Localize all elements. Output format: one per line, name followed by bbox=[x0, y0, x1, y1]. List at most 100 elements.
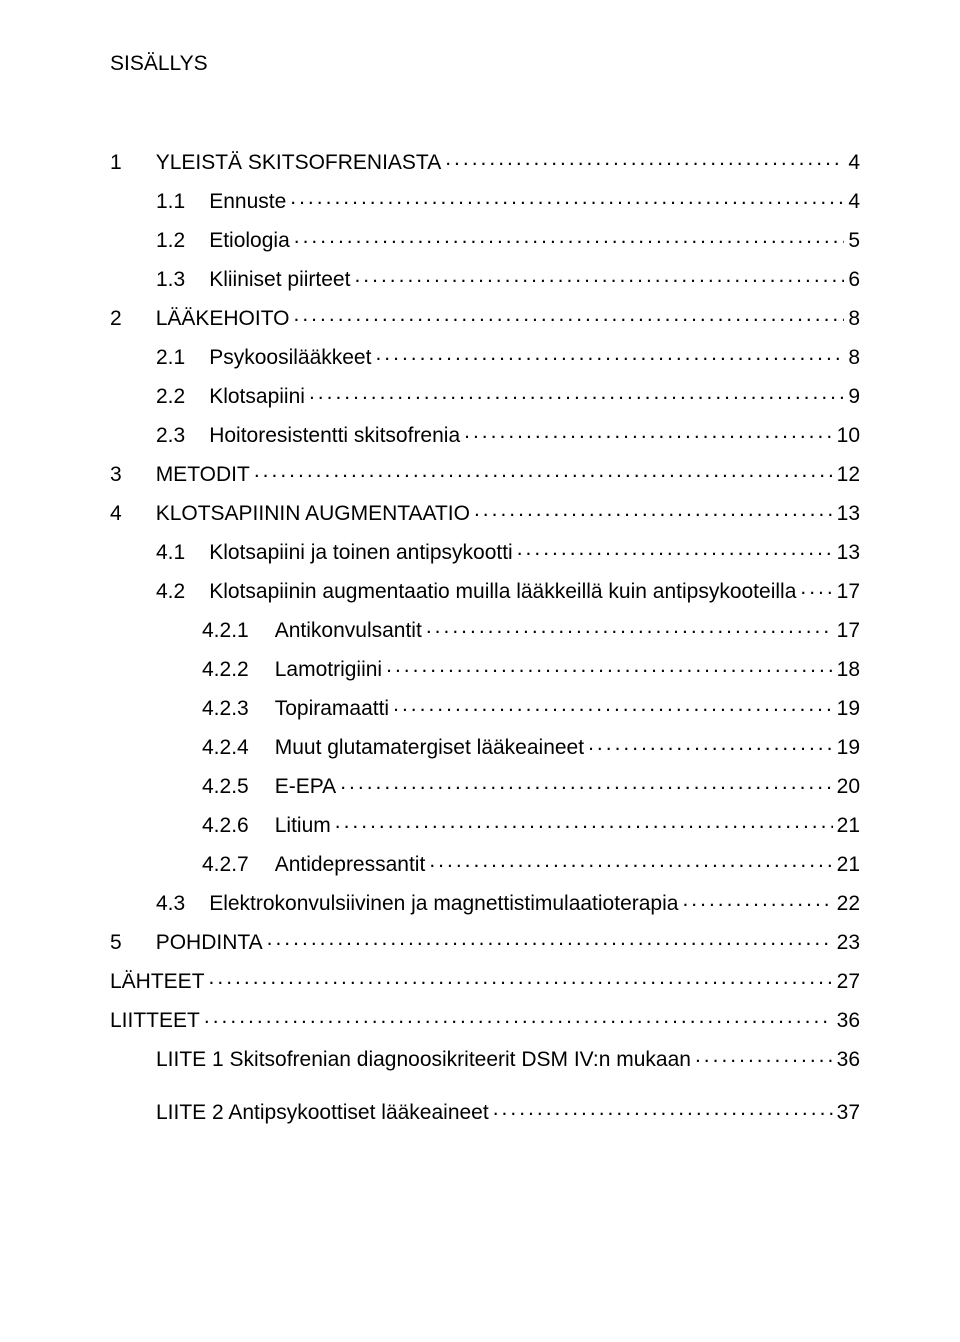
toc-dots bbox=[290, 187, 844, 208]
toc-entry: 4.2.6 Litium 21 bbox=[202, 811, 860, 836]
toc-page: 4 bbox=[848, 191, 860, 212]
toc-dots bbox=[800, 577, 832, 598]
toc-label: LIITTEET bbox=[110, 1010, 200, 1031]
toc-label: E-EPA bbox=[275, 776, 336, 797]
toc-entry: 2.3 Hoitoresistentti skitsofrenia 10 bbox=[156, 421, 860, 446]
toc-page: 13 bbox=[837, 503, 860, 524]
toc-page: 36 bbox=[837, 1049, 860, 1070]
toc-page: 19 bbox=[837, 737, 860, 758]
toc-dots bbox=[464, 421, 833, 442]
toc-dots bbox=[588, 733, 833, 754]
toc-dots bbox=[340, 772, 832, 793]
toc-dots bbox=[429, 850, 832, 871]
toc-label: Etiologia bbox=[209, 230, 290, 251]
toc-dots bbox=[309, 382, 844, 403]
toc-dots bbox=[445, 148, 844, 169]
toc-page: 10 bbox=[837, 425, 860, 446]
toc-num: 2.3 bbox=[156, 425, 185, 446]
toc-dots bbox=[493, 1098, 833, 1119]
toc-dots bbox=[375, 343, 844, 364]
table-of-contents: 1 YLEISTÄ SKITSOFRENIASTA 4 1.1 Ennuste … bbox=[110, 148, 860, 1123]
toc-page: 37 bbox=[837, 1102, 860, 1123]
toc-num: 4.2.7 bbox=[202, 854, 249, 875]
toc-label: Topiramaatti bbox=[275, 698, 389, 719]
toc-label: YLEISTÄ SKITSOFRENIASTA bbox=[156, 152, 442, 173]
toc-page: 27 bbox=[837, 971, 860, 992]
toc-label: Kliiniset piirteet bbox=[209, 269, 350, 290]
toc-dots bbox=[335, 811, 833, 832]
toc-entry: 4.1 Klotsapiini ja toinen antipsykootti … bbox=[156, 538, 860, 563]
toc-label: Klotsapiinin augmentaatio muilla lääkkei… bbox=[209, 581, 796, 602]
toc-label: LÄÄKEHOITO bbox=[156, 308, 290, 329]
toc-num: 2 bbox=[110, 308, 122, 329]
toc-entry: 2 LÄÄKEHOITO 8 bbox=[110, 304, 860, 329]
toc-num: 2.1 bbox=[156, 347, 185, 368]
toc-dots bbox=[209, 967, 833, 988]
toc-page: 23 bbox=[837, 932, 860, 953]
toc-dots bbox=[517, 538, 833, 559]
document-page: SISÄLLYS 1 YLEISTÄ SKITSOFRENIASTA 4 1.1… bbox=[0, 0, 960, 1342]
toc-label: Ennuste bbox=[209, 191, 286, 212]
toc-entry: LIITTEET 36 bbox=[110, 1006, 860, 1031]
toc-page: 22 bbox=[837, 893, 860, 914]
toc-entry: 1.3 Kliiniset piirteet 6 bbox=[156, 265, 860, 290]
toc-page: 8 bbox=[848, 347, 860, 368]
toc-label: Psykoosilääkkeet bbox=[209, 347, 371, 368]
toc-label: Litium bbox=[275, 815, 331, 836]
toc-num: 4.1 bbox=[156, 542, 185, 563]
toc-entry: LIITE 2 Antipsykoottiset lääkeaineet 37 bbox=[156, 1098, 860, 1123]
toc-page: 17 bbox=[837, 620, 860, 641]
toc-dots bbox=[695, 1045, 833, 1066]
toc-label: KLOTSAPIININ AUGMENTAATIO bbox=[156, 503, 470, 524]
toc-entry: 5 POHDINTA 23 bbox=[110, 928, 860, 953]
toc-num: 5 bbox=[110, 932, 122, 953]
toc-page: 17 bbox=[837, 581, 860, 602]
toc-num: 1.1 bbox=[156, 191, 185, 212]
toc-label: METODIT bbox=[156, 464, 250, 485]
toc-num: 2.2 bbox=[156, 386, 185, 407]
toc-page: 8 bbox=[848, 308, 860, 329]
toc-num: 4.2.1 bbox=[202, 620, 249, 641]
toc-entry: 2.2 Klotsapiini 9 bbox=[156, 382, 860, 407]
toc-entry: 4.2.4 Muut glutamatergiset lääkeaineet 1… bbox=[202, 733, 860, 758]
toc-num: 4.2 bbox=[156, 581, 185, 602]
toc-page: 20 bbox=[837, 776, 860, 797]
toc-entry: 4.2.1 Antikonvulsantit 17 bbox=[202, 616, 860, 641]
toc-page: 6 bbox=[848, 269, 860, 290]
toc-page: 4 bbox=[848, 152, 860, 173]
toc-dots bbox=[354, 265, 844, 286]
toc-num: 1.3 bbox=[156, 269, 185, 290]
toc-entry: 1.2 Etiologia 5 bbox=[156, 226, 860, 251]
toc-num: 4.2.6 bbox=[202, 815, 249, 836]
toc-num: 1.2 bbox=[156, 230, 185, 251]
toc-label: LIITE 1 Skitsofrenian diagnoosikriteerit… bbox=[156, 1049, 691, 1070]
toc-num: 4.2.3 bbox=[202, 698, 249, 719]
toc-dots bbox=[682, 889, 832, 910]
toc-entry: LÄHTEET 27 bbox=[110, 967, 860, 992]
toc-num: 4 bbox=[110, 503, 122, 524]
toc-label: LIITE 2 Antipsykoottiset lääkeaineet bbox=[156, 1102, 489, 1123]
toc-label: Lamotrigiini bbox=[275, 659, 382, 680]
toc-label: POHDINTA bbox=[156, 932, 263, 953]
toc-page: 36 bbox=[837, 1010, 860, 1031]
toc-entry: 4.2.3 Topiramaatti 19 bbox=[202, 694, 860, 719]
toc-dots bbox=[294, 226, 845, 247]
toc-entry: 4.2.2 Lamotrigiini 18 bbox=[202, 655, 860, 680]
toc-entry: 4 KLOTSAPIININ AUGMENTAATIO 13 bbox=[110, 499, 860, 524]
toc-num: 4.2.4 bbox=[202, 737, 249, 758]
toc-entry: 4.2.5 E-EPA 20 bbox=[202, 772, 860, 797]
toc-page: 21 bbox=[837, 854, 860, 875]
toc-page: 5 bbox=[848, 230, 860, 251]
toc-dots bbox=[204, 1006, 833, 1027]
toc-num: 3 bbox=[110, 464, 122, 485]
toc-dots bbox=[294, 304, 845, 325]
toc-entry: 1 YLEISTÄ SKITSOFRENIASTA 4 bbox=[110, 148, 860, 173]
toc-entry: 2.1 Psykoosilääkkeet 8 bbox=[156, 343, 860, 368]
toc-dots bbox=[386, 655, 833, 676]
toc-label: Klotsapiini bbox=[209, 386, 305, 407]
toc-entry: 1.1 Ennuste 4 bbox=[156, 187, 860, 212]
toc-dots bbox=[474, 499, 833, 520]
toc-entry: 3 METODIT 12 bbox=[110, 460, 860, 485]
toc-entry: 4.3 Elektrokonvulsiivinen ja magnettisti… bbox=[156, 889, 860, 914]
toc-dots bbox=[426, 616, 833, 637]
